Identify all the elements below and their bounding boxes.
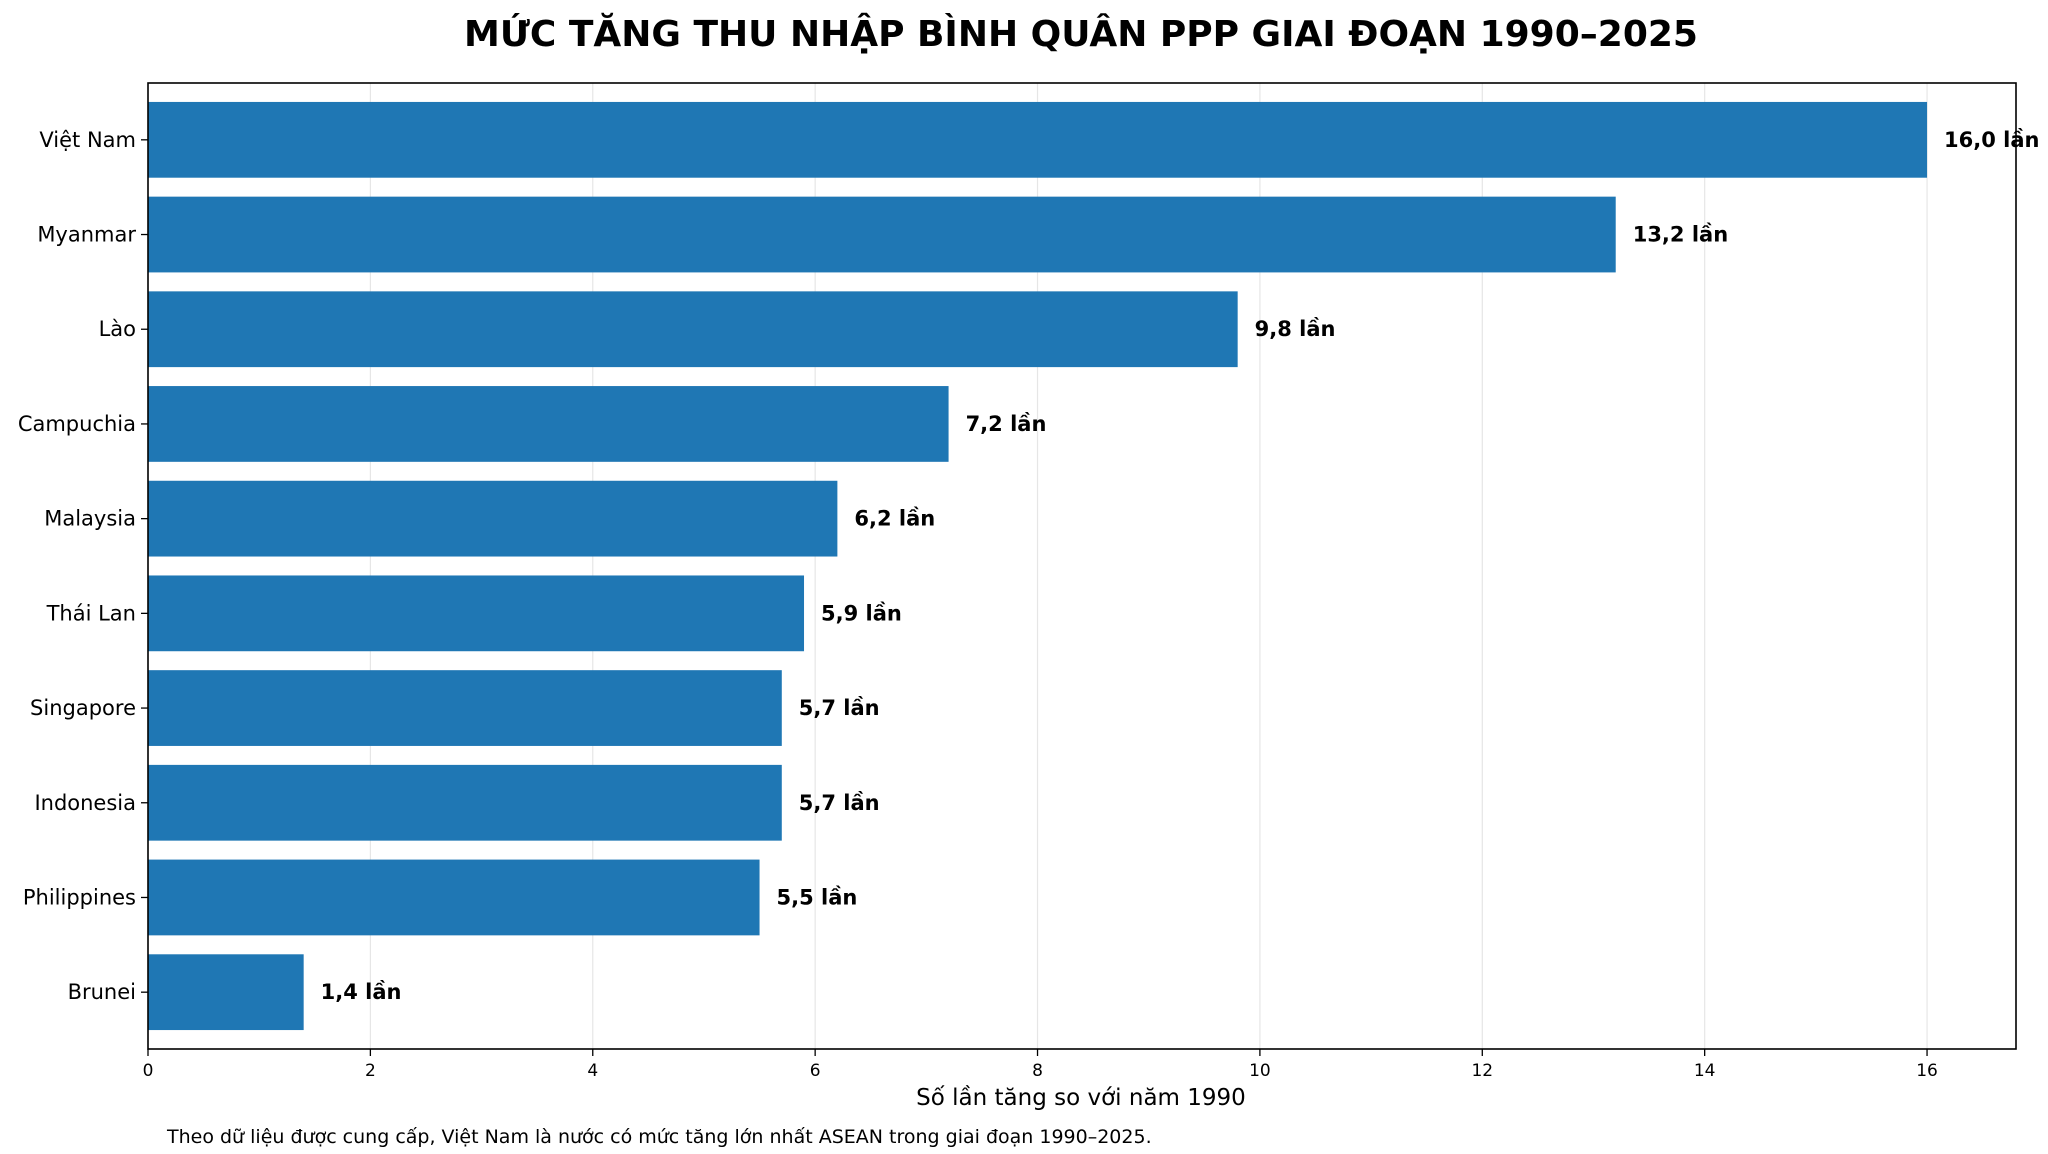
x-tick-label: 16 <box>1916 1061 1938 1081</box>
bar <box>148 954 304 1031</box>
data-label: 7,2 lần <box>966 412 1047 436</box>
data-label: 5,5 lần <box>777 885 858 909</box>
data-label: 5,7 lần <box>799 696 880 720</box>
y-tick-label: Thái Lan <box>46 601 136 625</box>
x-tick-label: 2 <box>365 1061 376 1081</box>
x-tick-label: 4 <box>587 1061 598 1081</box>
bar <box>148 291 1238 368</box>
bar <box>148 480 838 557</box>
plot-frame <box>147 82 2017 1050</box>
y-tick-label: Malaysia <box>44 507 136 531</box>
x-axis-ticks: 0 2 4 6 8 10 12 14 16 <box>143 1049 1938 1081</box>
bar <box>148 575 805 652</box>
bar <box>148 101 1928 178</box>
x-tick-label: 8 <box>1032 1061 1043 1081</box>
y-tick-label: Indonesia <box>34 791 136 815</box>
bar <box>148 859 760 936</box>
data-label: 1,4 lần <box>321 980 402 1004</box>
data-label: 5,7 lần <box>799 791 880 815</box>
y-tick-label: Brunei <box>68 980 136 1004</box>
x-tick-label: 14 <box>1694 1061 1716 1081</box>
bar <box>148 670 782 746</box>
chart-note: Theo dữ liệu được cung cấp, Việt Nam là … <box>166 1126 1152 1148</box>
y-tick-label: Việt Nam <box>39 128 136 152</box>
data-label: 13,2 lần <box>1633 223 1728 247</box>
y-tick-label: Campuchia <box>18 412 136 436</box>
x-tick-label: 0 <box>143 1061 154 1081</box>
x-tick-label: 6 <box>810 1061 821 1081</box>
data-label: 5,9 lần <box>821 601 902 625</box>
x-axis-label: Số lần tăng so với năm 1990 <box>916 1085 1246 1111</box>
bars-group <box>148 101 1928 1031</box>
data-label: 6,2 lần <box>854 507 935 531</box>
data-label: 9,8 lần <box>1255 317 1336 341</box>
y-tick-label: Philippines <box>23 885 136 909</box>
bar <box>148 386 949 462</box>
x-tick-label: 12 <box>1471 1061 1493 1081</box>
bar <box>148 196 1616 273</box>
chart-title: MỨC TĂNG THU NHẬP BÌNH QUÂN PPP GIAI ĐOẠ… <box>464 12 1698 55</box>
y-tick-label: Myanmar <box>37 223 136 247</box>
y-tick-label: Singapore <box>30 696 136 720</box>
y-tick-label: Lào <box>99 317 136 341</box>
y-axis-ticks: Việt Nam Myanmar Lào Campuchia Malaysia Thái … <box>18 128 148 1004</box>
data-labels-group: 16,0 lần 13,2 lần 9,8 lần 7,2 lần 6,2 lần 5,9… <box>321 128 2040 1004</box>
x-tick-label: 10 <box>1249 1061 1271 1081</box>
bar <box>148 764 782 841</box>
data-label: 16,0 lần <box>1944 128 2039 152</box>
